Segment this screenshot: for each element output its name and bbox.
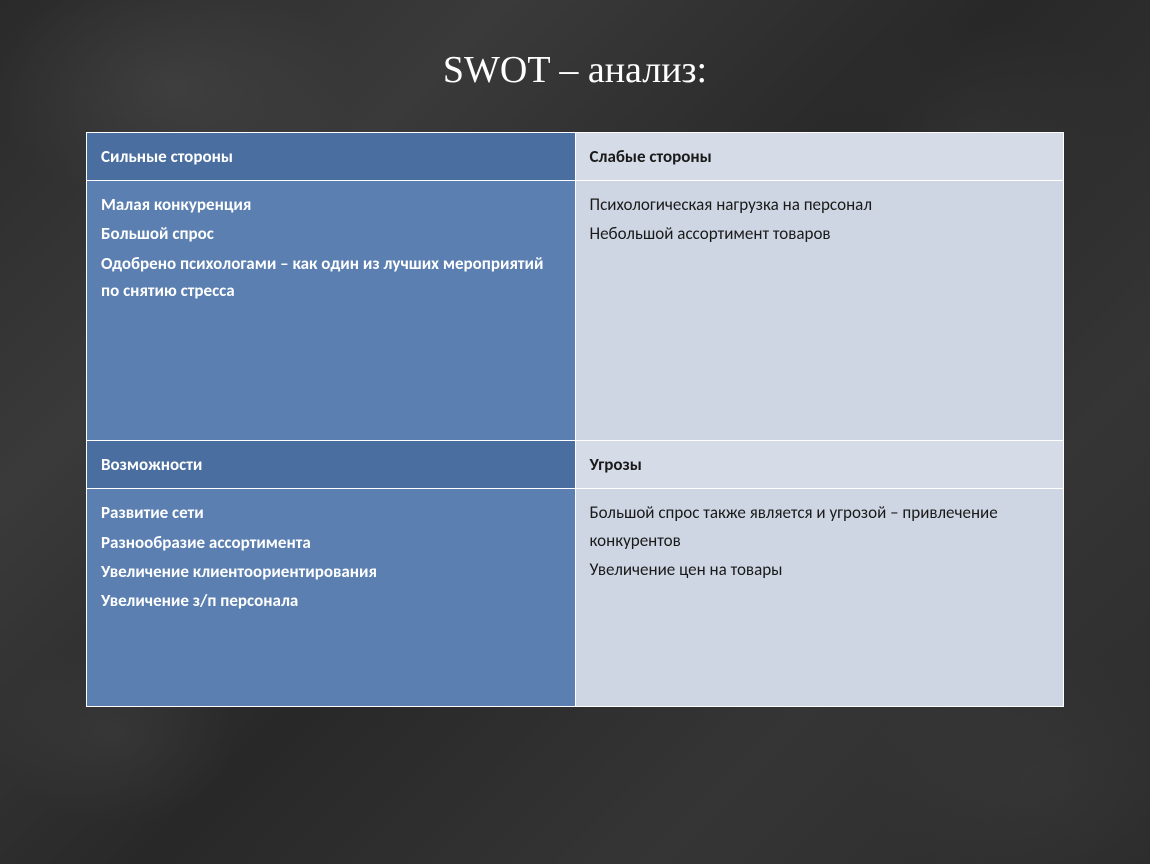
header-threats: Угрозы [575,441,1064,489]
content-row-top: Малая конкуренция Большой спрос Одобрено… [87,181,1064,441]
cell-threats: Большой спрос также является и угрозой –… [575,489,1064,707]
slide-title: SWOT – анализ: [0,0,1150,132]
swot-table: Сильные стороны Слабые стороны Малая кон… [86,132,1064,707]
threats-line: Большой спрос также является и угрозой –… [590,499,1050,553]
strengths-line: Одобрено психологами – как один из лучши… [101,250,561,304]
header-strengths: Сильные стороны [87,133,576,181]
header-weaknesses: Слабые стороны [575,133,1064,181]
opportunities-line: Разнообразие ассортимента [101,529,561,556]
cell-strengths: Малая конкуренция Большой спрос Одобрено… [87,181,576,441]
strengths-line: Малая конкуренция [101,191,561,218]
header-opportunities: Возможности [87,441,576,489]
header-row-bottom: Возможности Угрозы [87,441,1064,489]
opportunities-line: Увеличение з/п персонала [101,587,561,614]
cell-weaknesses: Психологическая нагрузка на персонал Неб… [575,181,1064,441]
opportunities-line: Развитие сети [101,499,561,526]
content-row-bottom: Развитие сети Разнообразие ассортимента … [87,489,1064,707]
strengths-line: Большой спрос [101,220,561,247]
threats-line: Увеличение цен на товары [590,556,1050,583]
header-row-top: Сильные стороны Слабые стороны [87,133,1064,181]
cell-opportunities: Развитие сети Разнообразие ассортимента … [87,489,576,707]
weaknesses-line: Психологическая нагрузка на персонал [590,191,1050,218]
weaknesses-line: Небольшой ассортимент товаров [590,220,1050,247]
opportunities-line: Увеличение клиентоориентирования [101,558,561,585]
